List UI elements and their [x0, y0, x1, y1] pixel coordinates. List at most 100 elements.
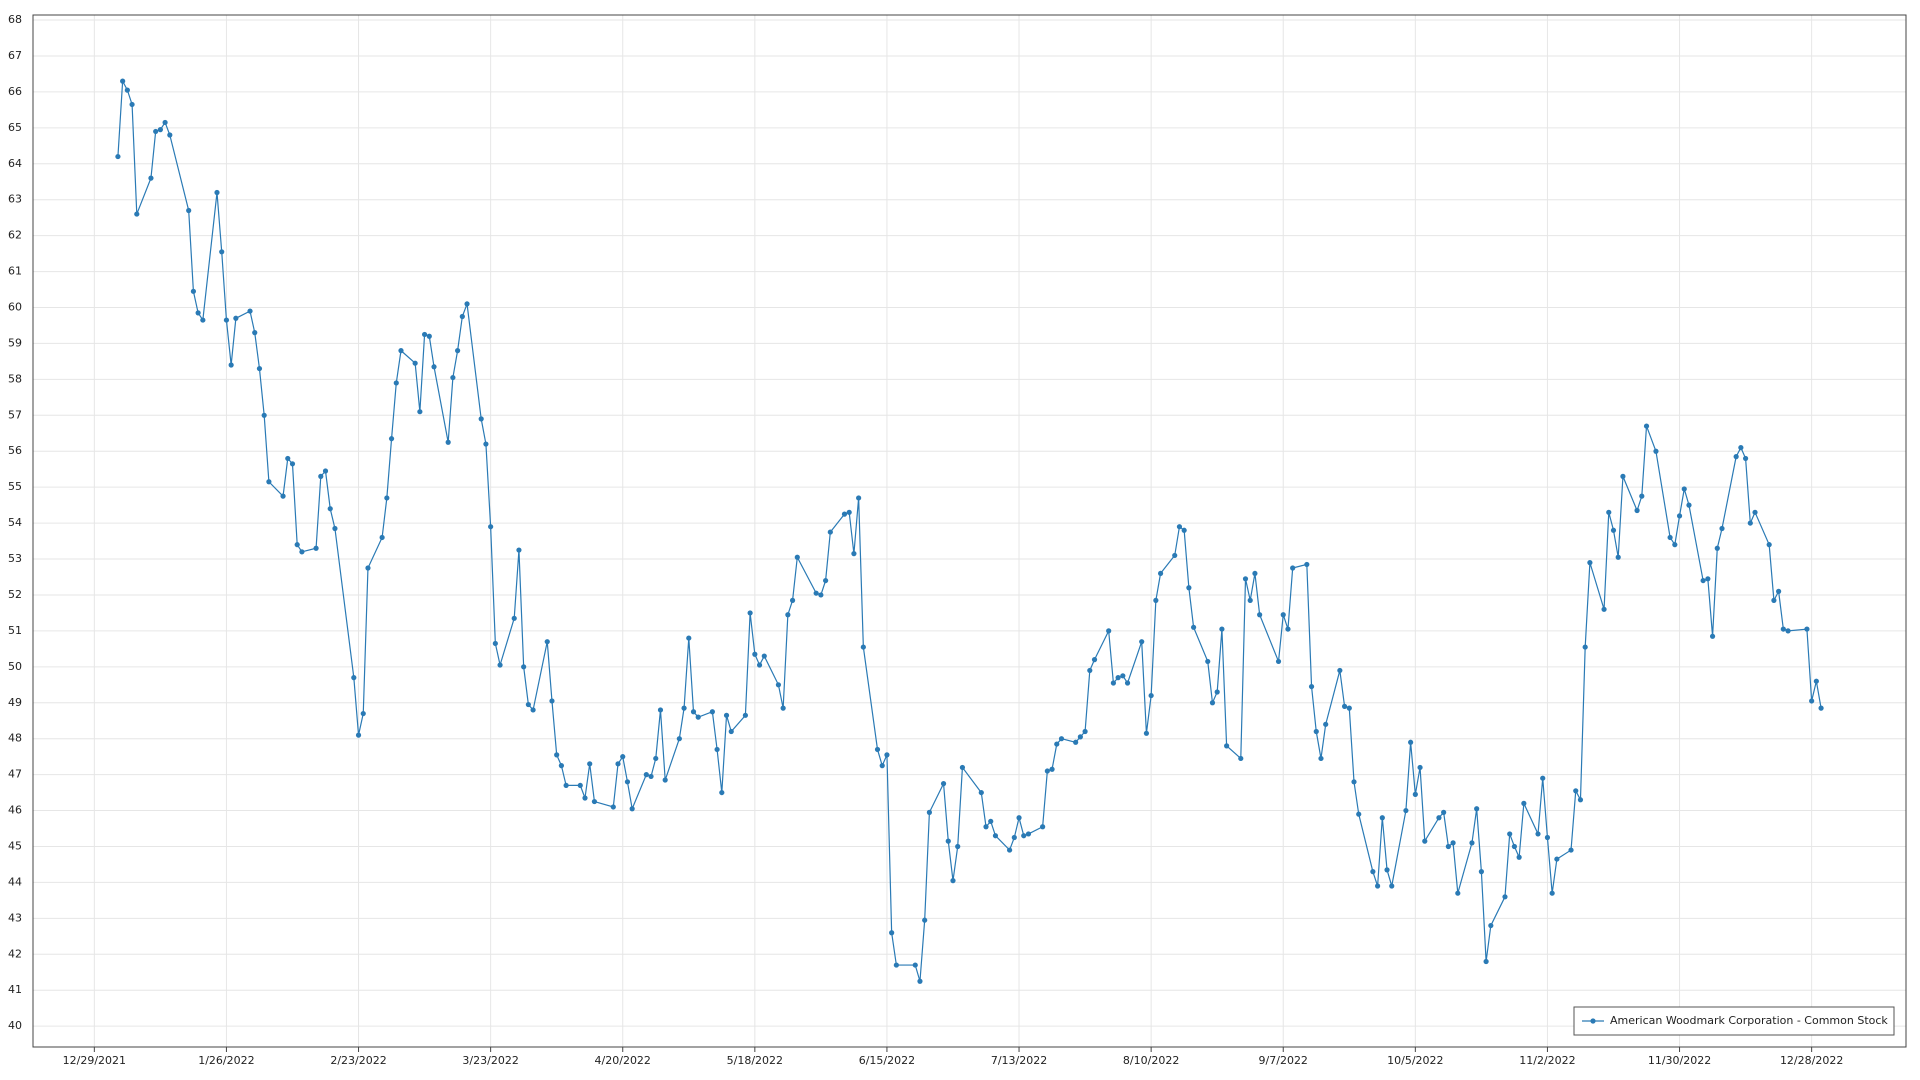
- point: [1356, 811, 1362, 817]
- point: [728, 728, 734, 735]
- point: [879, 763, 885, 769]
- point: [511, 615, 517, 621]
- point: [856, 495, 862, 501]
- point: [1337, 667, 1343, 674]
- point: [714, 746, 720, 753]
- point: [1148, 692, 1154, 699]
- point: [1738, 445, 1744, 451]
- y-tick-label: 58: [8, 372, 22, 385]
- point: [563, 782, 569, 789]
- point: [1700, 577, 1706, 584]
- point: [1290, 565, 1296, 571]
- point: [200, 317, 206, 323]
- point: [1021, 833, 1027, 839]
- y-tick-label: 52: [8, 588, 22, 601]
- point: [412, 360, 418, 366]
- point: [823, 577, 829, 584]
- x-tick-label: 1/26/2022: [198, 1054, 254, 1067]
- point: [1007, 847, 1013, 853]
- point: [1577, 797, 1584, 803]
- point: [1719, 525, 1725, 532]
- point: [351, 675, 357, 681]
- point: [299, 549, 305, 555]
- point: [1408, 739, 1414, 745]
- point: [841, 511, 848, 517]
- legend: American Woodmark Corporation - Common S…: [1573, 1006, 1895, 1036]
- point: [1219, 626, 1225, 632]
- point: [983, 824, 989, 830]
- point: [1488, 922, 1494, 929]
- point: [1082, 728, 1088, 735]
- y-tick-label: 50: [8, 660, 22, 673]
- point: [1450, 840, 1456, 846]
- point: [1615, 554, 1621, 560]
- point: [709, 709, 715, 715]
- point: [1681, 486, 1687, 492]
- point: [1474, 806, 1480, 812]
- y-tick-label: 49: [8, 696, 22, 709]
- point: [1709, 633, 1716, 639]
- point: [1752, 509, 1758, 515]
- x-tick-label: 7/13/2022: [991, 1054, 1047, 1067]
- point: [162, 119, 168, 126]
- x-tick-label: 12/29/2021: [63, 1054, 126, 1067]
- point: [1087, 667, 1093, 674]
- point: [780, 705, 786, 711]
- point: [752, 651, 758, 657]
- point: [1436, 815, 1442, 821]
- point: [695, 714, 701, 720]
- point: [1073, 739, 1079, 745]
- x-tick-label: 5/18/2022: [727, 1054, 783, 1067]
- point: [1054, 741, 1060, 747]
- point: [153, 128, 159, 135]
- point: [1172, 552, 1178, 559]
- point: [1077, 734, 1083, 740]
- point: [1568, 847, 1574, 853]
- point: [1521, 800, 1527, 806]
- y-tick-label: 55: [8, 480, 22, 493]
- point: [912, 962, 918, 968]
- point: [384, 495, 390, 501]
- y-tick-label: 43: [8, 911, 22, 924]
- point: [233, 315, 239, 321]
- y-tick-label: 44: [8, 875, 22, 888]
- point: [1643, 423, 1650, 429]
- point: [719, 789, 725, 796]
- x-tick-label: 2/23/2022: [330, 1054, 386, 1067]
- point: [874, 746, 881, 753]
- point: [544, 639, 550, 645]
- point: [686, 635, 692, 641]
- point: [1813, 678, 1819, 684]
- point: [1190, 624, 1197, 630]
- point: [1304, 561, 1310, 568]
- point: [1351, 779, 1357, 785]
- point: [445, 439, 451, 445]
- legend-label: American Woodmark Corporation - Common S…: [1610, 1014, 1888, 1027]
- point: [940, 781, 947, 787]
- point: [1209, 700, 1216, 706]
- point: [1780, 626, 1786, 632]
- point: [1549, 890, 1555, 896]
- point: [657, 707, 664, 713]
- point: [1535, 831, 1541, 837]
- point: [195, 310, 201, 316]
- point: [223, 317, 230, 323]
- x-tick-label: 9/7/2022: [1259, 1054, 1308, 1067]
- point: [421, 331, 428, 338]
- point: [1049, 766, 1055, 772]
- point: [992, 833, 999, 839]
- point: [926, 809, 932, 815]
- point: [492, 640, 498, 647]
- point: [1091, 657, 1098, 663]
- point: [431, 364, 437, 370]
- point: [115, 153, 121, 160]
- point: [1818, 705, 1824, 711]
- y-tick-label: 46: [8, 804, 22, 817]
- point: [1733, 454, 1739, 460]
- point: [1540, 775, 1546, 781]
- point: [1205, 658, 1211, 665]
- point: [285, 455, 291, 462]
- point: [620, 754, 626, 760]
- point: [318, 473, 324, 479]
- point: [955, 843, 961, 850]
